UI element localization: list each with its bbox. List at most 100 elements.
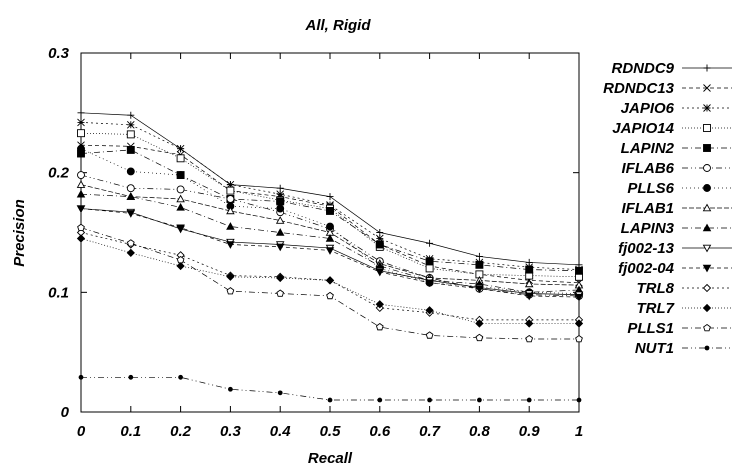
data-point	[326, 291, 334, 300]
legend-item: fj002-04	[618, 260, 732, 277]
data-point	[426, 239, 434, 247]
series-LAPIN2	[77, 145, 583, 275]
legend-label: RDNDC13	[603, 80, 675, 97]
legend-marker	[703, 164, 711, 172]
x-tick-label: 0.4	[270, 423, 292, 440]
series-line	[80, 148, 580, 294]
legend-label: fj002-04	[618, 260, 675, 277]
data-point	[574, 319, 584, 328]
data-point	[76, 180, 86, 188]
data-point	[375, 300, 384, 309]
legend-marker	[702, 203, 712, 212]
x-tick-label: 0.2	[170, 423, 192, 440]
data-point	[77, 129, 85, 138]
data-point	[277, 390, 283, 396]
legend-item: TRL8	[637, 280, 732, 297]
legend-item: LAPIN3	[621, 220, 732, 237]
data-point	[477, 397, 482, 403]
legend-marker	[703, 144, 711, 152]
data-point	[525, 334, 534, 343]
data-point	[176, 261, 185, 271]
legend-item: JAPIO14	[612, 120, 732, 137]
series-PLLS1	[77, 223, 583, 343]
x-tick-label: 0.1	[120, 423, 141, 440]
legend-marker	[702, 283, 712, 293]
legend-marker	[703, 64, 711, 72]
data-point	[525, 265, 534, 274]
data-point	[77, 109, 85, 117]
data-point	[375, 240, 384, 249]
x-tick-label: 0.6	[369, 423, 391, 440]
data-point	[77, 118, 85, 127]
series-JAPIO14	[77, 129, 583, 281]
data-point	[226, 272, 235, 281]
data-point	[178, 374, 184, 380]
data-point	[176, 202, 185, 211]
legend-label: fj002-13	[618, 240, 675, 257]
legend-label: LAPIN2	[621, 140, 675, 157]
data-point	[126, 120, 135, 129]
data-point	[78, 374, 84, 380]
legend-label: IFLAB6	[622, 160, 675, 177]
data-point	[375, 234, 384, 243]
data-point	[226, 287, 235, 295]
data-point	[475, 319, 484, 328]
legend-label: TRL7	[637, 300, 675, 317]
legend-item: PLLS6	[627, 180, 732, 197]
series-PLLS6	[77, 144, 583, 298]
legend-item: RDNDC9	[611, 60, 732, 77]
data-point	[276, 190, 285, 199]
legend-item: TRL7	[637, 300, 732, 317]
data-point	[425, 257, 434, 266]
data-point	[228, 386, 233, 392]
data-point	[275, 243, 285, 252]
data-point	[126, 145, 135, 154]
data-point	[77, 223, 85, 231]
data-point	[77, 171, 85, 180]
legend-label: LAPIN3	[621, 220, 675, 237]
data-point	[575, 266, 583, 275]
data-point	[76, 189, 86, 198]
data-point	[176, 171, 185, 180]
data-point	[375, 268, 385, 277]
data-point	[475, 260, 484, 269]
data-point	[76, 234, 86, 243]
data-point	[425, 264, 434, 273]
y-tick-label: 0.1	[48, 284, 69, 301]
data-point	[226, 222, 235, 230]
y-tick-label: 0	[61, 404, 70, 421]
series-line	[81, 376, 579, 401]
x-tick-label: 0.9	[519, 423, 541, 440]
legend-marker	[703, 124, 711, 132]
legend-label: JAPIO6	[621, 100, 675, 117]
legend-item: JAPIO6	[621, 100, 732, 117]
data-point	[126, 210, 136, 218]
plot-layer: 0 0.1 0.2 0.3 0.4 0.5 0.6 0.7 0.8 0.9 1 0 0.1 0.2 0.3	[48, 45, 584, 440]
legend-label: JAPIO14	[612, 120, 674, 137]
y-axis-label: Precision	[11, 199, 28, 267]
data-point	[327, 397, 333, 403]
legend-item: NUT1	[635, 340, 732, 357]
legend-marker	[703, 184, 711, 192]
data-point	[76, 205, 86, 213]
data-point	[427, 397, 432, 403]
data-point	[276, 289, 285, 297]
data-point	[574, 293, 584, 302]
legend-item: LAPIN2	[621, 140, 732, 157]
data-point	[275, 216, 285, 224]
legend-item: fj002-13	[618, 240, 732, 257]
legend-marker	[702, 264, 712, 273]
data-point	[176, 144, 185, 153]
legend-marker	[702, 303, 712, 313]
legend-marker	[702, 244, 712, 253]
data-point	[425, 279, 434, 288]
data-point	[77, 144, 85, 153]
series-TRL8	[76, 228, 584, 324]
data-point	[176, 194, 185, 203]
data-point	[525, 319, 534, 328]
legend-label: IFLAB1	[622, 200, 675, 217]
x-tick-label: 1	[575, 423, 583, 440]
data-point	[176, 255, 185, 264]
legend-marker	[702, 223, 712, 232]
